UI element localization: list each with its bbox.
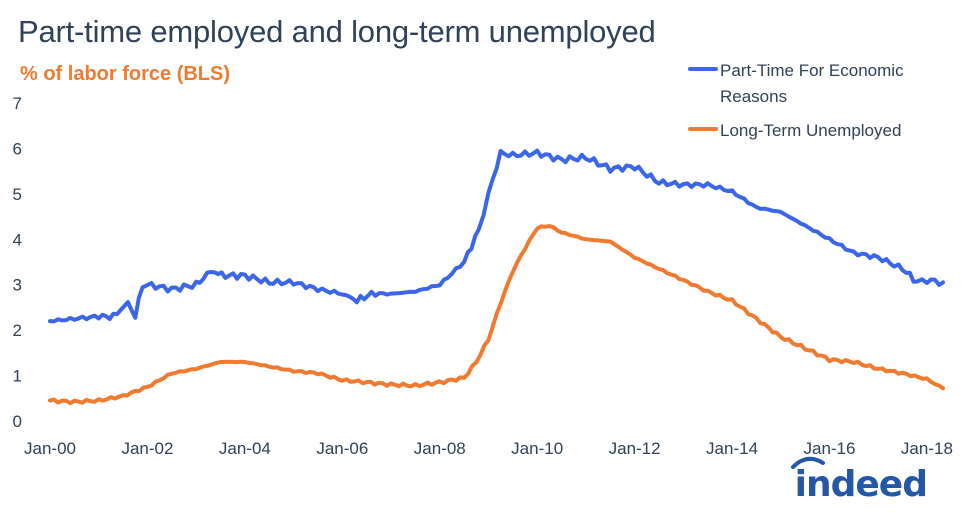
legend-label-part-time: Part-Time For Economic Reasons — [720, 61, 904, 106]
legend-label-long-term: Long-Term Unemployed — [720, 121, 902, 140]
x-tick-label: Jan-16 — [803, 439, 855, 458]
chart-subtitle: % of labor force (BLS) — [20, 63, 231, 85]
y-tick-label: 4 — [13, 230, 22, 249]
logo-arc-icon — [791, 456, 825, 469]
x-tick-label: Jan-02 — [121, 439, 173, 458]
x-tick-label: Jan-06 — [316, 439, 368, 458]
y-tick-label: 0 — [13, 412, 22, 431]
x-tick-label: Jan-10 — [511, 439, 563, 458]
x-tick-label: Jan-14 — [706, 439, 758, 458]
y-tick-label: 2 — [13, 321, 22, 340]
legend-item-part-time: Part-Time For Economic Reasons — [688, 58, 940, 110]
y-tick-label: 1 — [13, 367, 22, 386]
x-tick-label: Jan-00 — [24, 439, 76, 458]
x-tick-label: Jan-04 — [219, 439, 271, 458]
x-tick-label: Jan-12 — [609, 439, 661, 458]
y-tick-label: 7 — [13, 94, 22, 113]
y-tick-label: 3 — [13, 276, 22, 295]
y-tick-label: 6 — [13, 139, 22, 158]
legend-swatch-long-term — [688, 127, 718, 131]
x-tick-label: Jan-08 — [414, 439, 466, 458]
chart-title: Part-time employed and long-term unemplo… — [18, 14, 656, 49]
series-line-part-time — [48, 148, 945, 324]
legend-item-long-term: Long-Term Unemployed — [688, 118, 950, 144]
y-tick-label: 5 — [13, 185, 22, 204]
legend-swatch-part-time — [688, 67, 718, 71]
series-line-long-term — [48, 224, 945, 406]
indeed-logo: indeed — [794, 464, 928, 505]
x-tick-label: Jan-18 — [901, 439, 953, 458]
